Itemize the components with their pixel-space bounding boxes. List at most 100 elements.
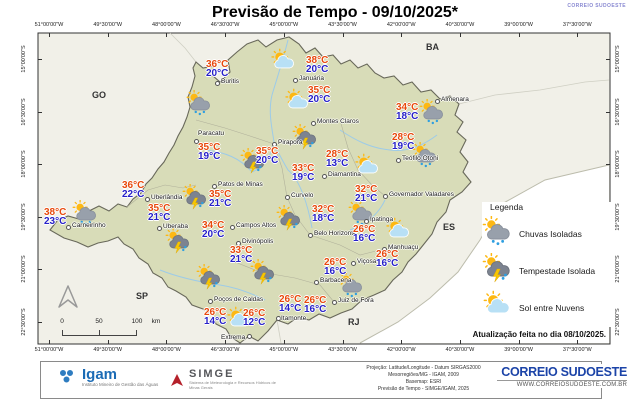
grid-tick: [49, 340, 50, 344]
city-dot: [271, 141, 277, 147]
city-temps: 26°C 16°C: [353, 224, 376, 244]
city-name: Pirapora: [278, 139, 303, 146]
city-dot: [156, 225, 162, 231]
city-temps: 35°C 21°C: [209, 190, 232, 209]
suncloud-icon: [270, 48, 296, 74]
city-temps: 26°C 16°C: [304, 296, 326, 315]
city-name: Teófilo Otoni: [402, 155, 439, 162]
lon-label: 37°30'00"W: [562, 22, 592, 28]
city-temps: 34°C 20°C: [202, 220, 225, 240]
scale-bar-line: [62, 330, 137, 336]
state-label-sp: SP: [136, 291, 149, 301]
temp-min: 18°C: [312, 213, 335, 224]
lat-label: 16°30'00"S: [615, 97, 621, 126]
storm-icon: [196, 264, 222, 290]
scale-label-100: 100: [131, 318, 143, 325]
rain-icon: [338, 272, 364, 298]
suncloud-icon: [385, 217, 411, 243]
city-temps: 26°C 16°C: [376, 250, 398, 269]
grid-tick: [107, 33, 109, 37]
city-temps: 38°C 20°C: [306, 56, 328, 75]
grid-tick: [577, 33, 579, 37]
temp-max: 26°C: [279, 294, 302, 305]
grid-tick: [38, 269, 42, 271]
temp-max: 33°C: [230, 245, 253, 256]
temp-min: 19°C: [292, 172, 315, 183]
city-name: Poços de Caldas: [214, 296, 264, 303]
city-temps: 35°C 20°C: [256, 147, 278, 166]
temp-max: 34°C: [202, 220, 225, 231]
grid-tick: [225, 33, 227, 37]
neighbor-borders: [169, 32, 610, 344]
temp-min: 14°C: [204, 316, 227, 327]
scale-label-0: 0: [60, 318, 64, 325]
simge-name: SIMGE: [189, 368, 235, 380]
temp-min: 23°C: [44, 216, 67, 227]
correio-sudoeste-brand: CORREIO SUDOESTE WWW.CORREIOSUDOESTE.COM…: [493, 364, 629, 388]
grid-tick: [38, 322, 42, 323]
simge-logo: SIMGE Sistema de Meteorologia e Recursos…: [169, 369, 279, 390]
city-dot: [207, 298, 213, 304]
lon-label: 45°00'00"W: [269, 347, 299, 353]
grid-tick: [577, 340, 579, 344]
storm-icon: [482, 252, 512, 288]
city-name: Patos de Minas: [218, 181, 263, 188]
city-temps: 34°C 18°C: [396, 103, 418, 122]
city-temps: 26°C 14°C: [204, 308, 227, 327]
temp-min: 21°C: [355, 193, 378, 204]
legend-title: Legenda: [490, 202, 524, 212]
temp-min: 21°C: [209, 198, 232, 209]
grid-tick: [401, 33, 403, 37]
scale-label-50: 50: [95, 318, 103, 325]
city-dot: [331, 299, 337, 305]
temp-max: 35°C: [148, 203, 171, 214]
lon-label: 49°30'00"W: [93, 22, 123, 28]
igam-name: Igam: [82, 365, 118, 383]
lon-label: 39°00'00"W: [504, 22, 533, 28]
suncloud-icon: [354, 153, 380, 179]
page-title: Previsão de Tempo - 09/10/2025*: [211, 4, 459, 21]
rain-icon: [419, 99, 445, 125]
lat-label: 19°30'00"S: [615, 203, 621, 231]
grid-tick: [38, 111, 42, 113]
temp-max: 26°C: [353, 224, 376, 235]
brand-name: CORREIO SUDOESTE: [501, 365, 627, 379]
city-dot: [214, 80, 220, 86]
city-dot: [363, 218, 369, 224]
temp-max: 35°C: [308, 85, 331, 96]
lon-label: 46°30'00"W: [210, 347, 240, 353]
storm-icon: [165, 228, 191, 254]
temp-max: 32°C: [355, 184, 378, 195]
grid-tick: [518, 33, 520, 37]
grid-tick: [283, 340, 285, 344]
lat-label: 22°30'00"S: [21, 308, 27, 336]
temp-max: 35°C: [198, 142, 221, 153]
north-arrow-icon: [56, 284, 80, 315]
grid-tick: [166, 340, 168, 344]
city-temps: 26°C 16°C: [324, 258, 346, 277]
city-name: Barbacena: [320, 277, 352, 284]
legend-item: Sol entre Nuvens: [482, 290, 614, 325]
rain-icon: [348, 200, 374, 226]
city-name: Divinópolis: [242, 238, 274, 245]
coastline: [359, 164, 610, 344]
temp-min: 16°C: [353, 233, 376, 244]
city-temps: 28°C 19°C: [392, 133, 414, 152]
grid-tick: [401, 340, 403, 344]
igam-logo: Igam Instituto Mineiro de Gestão das Águ…: [56, 367, 158, 387]
lat-label: 21°00'00"S: [615, 255, 621, 284]
lon-label: 48°00'00"W: [152, 22, 181, 28]
grid-tick: [283, 33, 285, 37]
grid-tick: [38, 59, 42, 60]
legend-item: Chuvas Isoladas: [482, 215, 614, 251]
temp-min: 21°C: [148, 212, 171, 223]
city-name: Paracatu: [198, 130, 225, 137]
grid-tick: [342, 340, 344, 344]
temp-min: 20°C: [206, 68, 229, 79]
temp-min: 21°C: [230, 254, 253, 265]
city-name: Uberaba: [163, 223, 188, 230]
grid-tick: [49, 33, 50, 37]
grid-tick: [606, 59, 610, 60]
temp-max: 33°C: [292, 163, 315, 174]
city-name: Belo Horizonte: [314, 230, 357, 237]
